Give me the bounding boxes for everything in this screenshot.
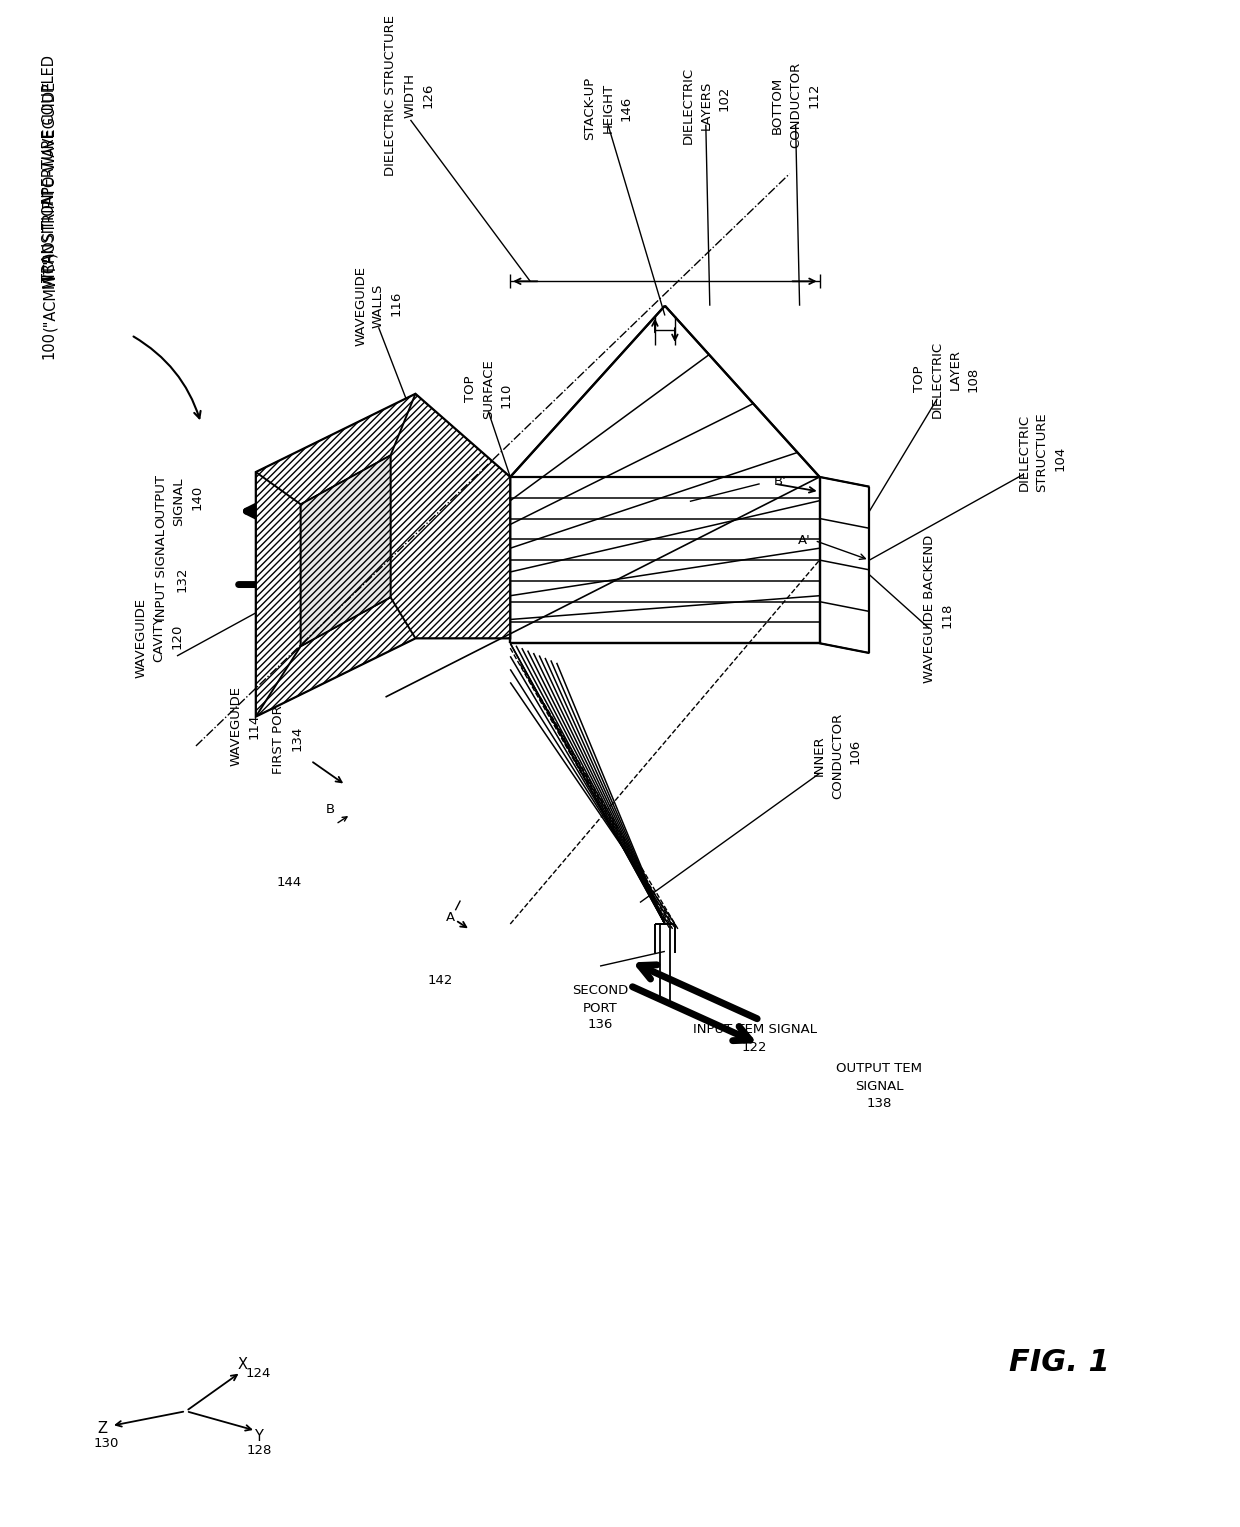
Text: 110: 110 — [500, 383, 513, 408]
Text: 106: 106 — [849, 739, 862, 765]
Polygon shape — [301, 455, 391, 646]
Text: Z: Z — [97, 1422, 107, 1437]
Text: 146: 146 — [620, 96, 632, 121]
Text: 136: 136 — [588, 1019, 613, 1031]
Text: OUTPUT TEM: OUTPUT TEM — [837, 1063, 923, 1075]
Text: TOP: TOP — [913, 366, 926, 392]
Text: FIRST PORT: FIRST PORT — [273, 698, 285, 774]
Text: INPUT SIGNAL: INPUT SIGNAL — [155, 528, 167, 621]
Text: DIELECTRIC STRUCTURE: DIELECTRIC STRUCTURE — [384, 15, 397, 176]
Text: 124: 124 — [246, 1368, 270, 1380]
Text: APERTURE COUPLED: APERTURE COUPLED — [42, 55, 57, 205]
Text: STACK-UP: STACK-UP — [584, 76, 596, 140]
Text: WAVEGUIDE BACKEND: WAVEGUIDE BACKEND — [923, 534, 936, 683]
Text: CONDUCTOR: CONDUCTOR — [831, 713, 844, 799]
Polygon shape — [255, 394, 510, 716]
Text: SECOND: SECOND — [572, 983, 629, 997]
Text: WAVEGUIDE: WAVEGUIDE — [229, 687, 242, 767]
Text: 140: 140 — [191, 486, 203, 510]
Text: 134: 134 — [290, 725, 304, 751]
Text: LAYER: LAYER — [949, 348, 962, 389]
Text: DIELECTRIC: DIELECTRIC — [931, 341, 944, 418]
Text: LAYERS: LAYERS — [699, 81, 712, 130]
Text: B: B — [326, 803, 335, 815]
Text: 138: 138 — [867, 1098, 892, 1110]
Text: SIGNAL: SIGNAL — [856, 1080, 904, 1093]
Text: PORT: PORT — [583, 1002, 618, 1014]
Text: TRANSITION: TRANSITION — [42, 192, 57, 281]
Text: WAVEGUIDE: WAVEGUIDE — [355, 266, 367, 345]
Text: MICROSTRIP-TO-WAVEGUIDE: MICROSTRIP-TO-WAVEGUIDE — [42, 79, 57, 287]
Text: CAVITY: CAVITY — [153, 615, 165, 661]
Text: FIG. 1: FIG. 1 — [1008, 1348, 1110, 1377]
Text: HEIGHT: HEIGHT — [601, 82, 615, 133]
Text: OUTPUT: OUTPUT — [155, 475, 167, 528]
Text: SURFACE: SURFACE — [482, 359, 495, 418]
Text: 104: 104 — [1054, 446, 1066, 470]
Text: A': A' — [799, 534, 811, 547]
Text: INPUT TEM SIGNAL: INPUT TEM SIGNAL — [693, 1023, 817, 1037]
Text: 108: 108 — [967, 366, 980, 392]
Text: 130: 130 — [93, 1437, 119, 1451]
Text: 132: 132 — [176, 567, 188, 592]
Text: INNER: INNER — [813, 736, 826, 776]
Text: 144: 144 — [277, 876, 301, 889]
Text: Y: Y — [254, 1429, 263, 1445]
Text: WAVEGUIDE: WAVEGUIDE — [135, 599, 148, 678]
Text: 102: 102 — [717, 86, 730, 111]
Text: WALLS: WALLS — [372, 284, 386, 328]
Text: ("ACMWT"): ("ACMWT") — [42, 250, 57, 331]
Text: 120: 120 — [170, 623, 184, 649]
Text: 142: 142 — [428, 974, 453, 988]
Text: DIELECTRIC: DIELECTRIC — [1018, 414, 1030, 492]
Polygon shape — [301, 455, 391, 646]
Text: BOTTOM: BOTTOM — [771, 76, 784, 134]
Text: 118: 118 — [941, 602, 954, 628]
Text: SIGNAL: SIGNAL — [172, 476, 186, 525]
Text: TOP: TOP — [464, 376, 477, 402]
Text: 128: 128 — [246, 1445, 272, 1457]
Text: 126: 126 — [422, 82, 435, 108]
Text: 112: 112 — [807, 82, 820, 108]
Text: DIELECTRIC: DIELECTRIC — [681, 67, 694, 144]
Text: B': B' — [774, 475, 786, 489]
Text: A: A — [446, 910, 455, 924]
Text: 100: 100 — [42, 331, 57, 359]
Text: 122: 122 — [742, 1041, 768, 1054]
Text: X: X — [238, 1356, 248, 1371]
Text: 116: 116 — [391, 292, 403, 316]
Polygon shape — [510, 476, 820, 643]
Text: 114: 114 — [247, 713, 260, 739]
Text: CONDUCTOR: CONDUCTOR — [789, 63, 802, 148]
Text: STRUCTURE: STRUCTURE — [1035, 412, 1049, 492]
Text: WIDTH: WIDTH — [404, 73, 417, 118]
